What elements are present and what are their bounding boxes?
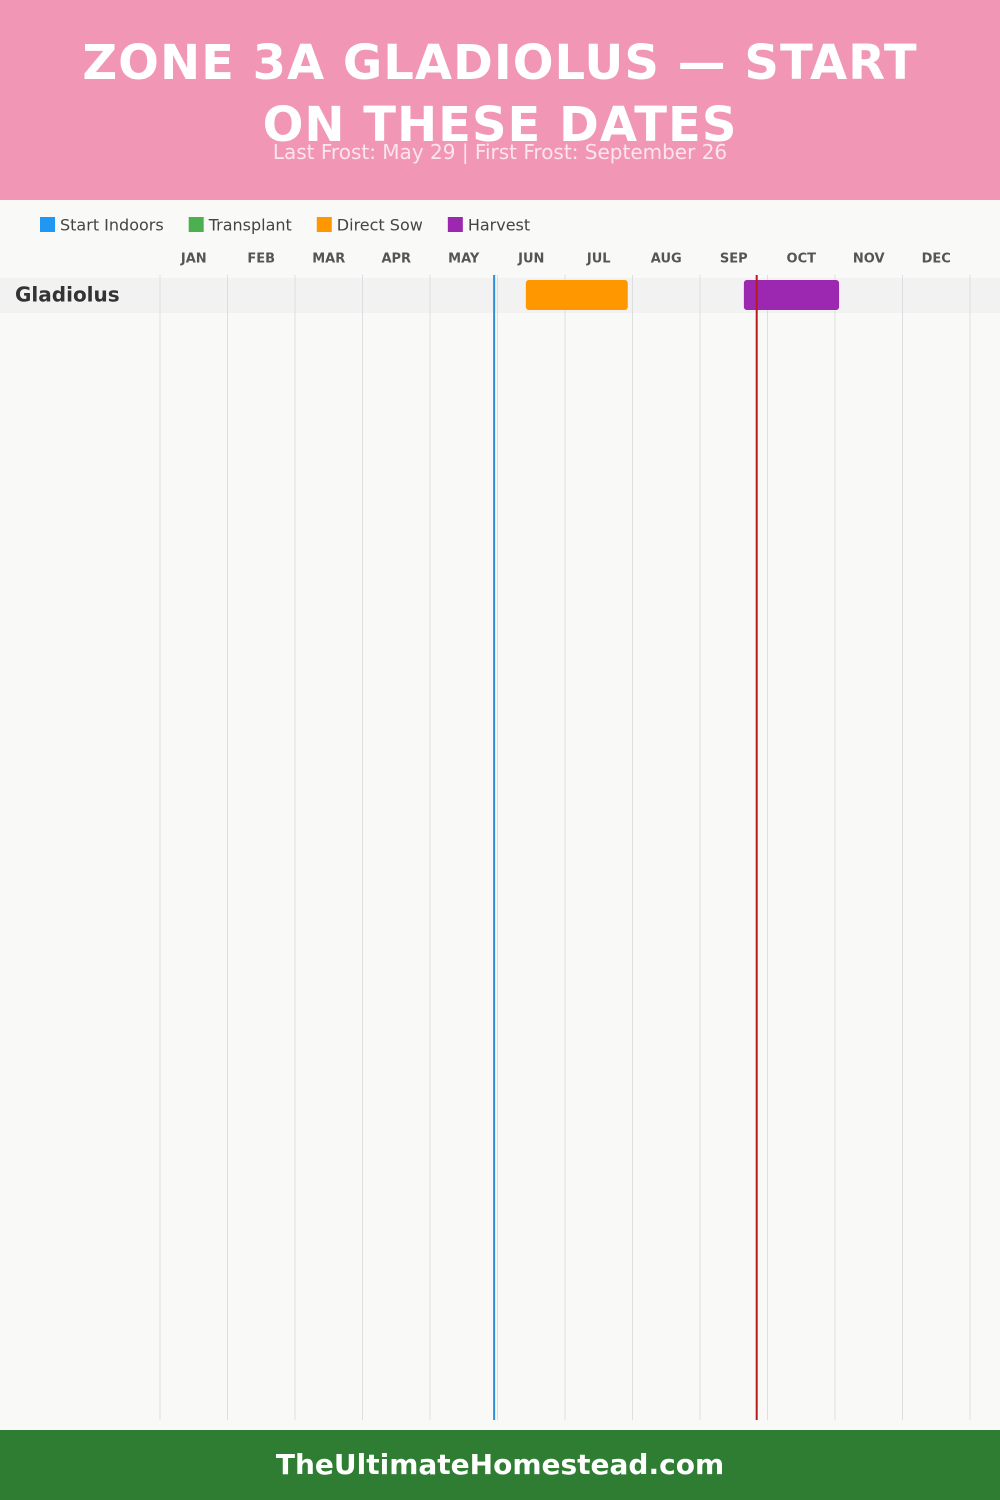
legend-label: Direct Sow [337,216,423,235]
footer: TheUltimateHomestead.com [0,1430,1000,1500]
month-label: MAR [312,252,345,267]
month-label: JAN [180,252,207,267]
row-label: Gladiolus [15,283,120,307]
legend-label: Harvest [468,216,530,235]
month-label: AUG [651,252,682,267]
month-label: JUL [586,252,611,267]
chart-title: ZONE 3A GLADIOLUS — START ON THESE DATES [82,35,918,153]
month-label: MAY [448,252,480,267]
task-bar [525,280,628,310]
month-label: SEP [720,252,748,267]
legend-swatch [188,217,204,232]
month-label: JUN [517,252,544,267]
month-label: NOV [853,252,885,267]
month-label: DEC [922,252,951,267]
legend-label: Start Indoors [60,216,164,235]
legend-swatch [447,217,463,232]
month-label: FEB [247,252,275,267]
chart: Start Indoors Transplant Direct Sow Harvest… [0,216,1000,1420]
legend-swatch [316,217,332,232]
legend-label: Transplant [208,216,292,235]
month-label: OCT [787,252,817,267]
row-band [0,278,1000,313]
header: ZONE 3A GLADIOLUS — START ON THESE DATES… [0,0,1000,200]
legend-swatch [40,217,55,232]
task-bar [743,280,840,310]
chart-subtitle: Last Frost: May 29 | First Frost: Septem… [272,140,728,164]
month-label: APR [381,252,411,267]
